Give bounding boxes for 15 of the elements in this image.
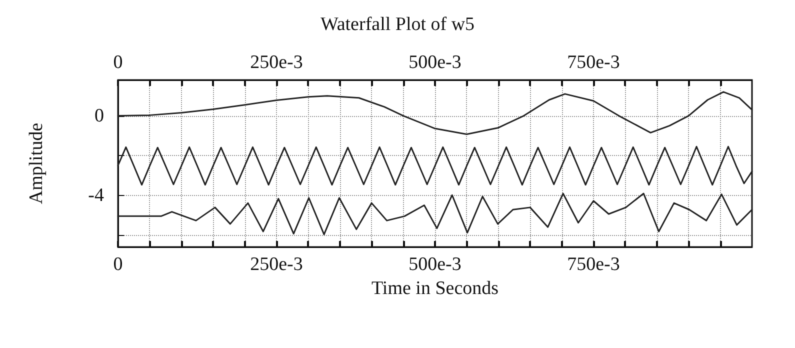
line-series: [117, 91, 753, 136]
y-axis-title: Amplitude: [26, 122, 47, 204]
x2-tick-label: 750e-3: [567, 52, 620, 73]
chart-title: Waterfall Plot of w5: [320, 14, 475, 35]
x-tick-label: 500e-3: [408, 254, 462, 275]
x-tick-label: 250e-3: [250, 254, 303, 275]
x-tick-label: 750e-3: [567, 254, 620, 275]
x-tick-label: 0: [113, 254, 123, 275]
x2-tick-label: 0: [113, 52, 123, 73]
line-series: [117, 146, 753, 186]
x2-tick-label: 500e-3: [408, 52, 462, 73]
y-tick-label: -4: [88, 184, 104, 206]
line-series: [117, 192, 753, 236]
x-axis-title: Time in Seconds: [371, 278, 499, 299]
x2-tick-label: 250e-3: [250, 52, 303, 73]
